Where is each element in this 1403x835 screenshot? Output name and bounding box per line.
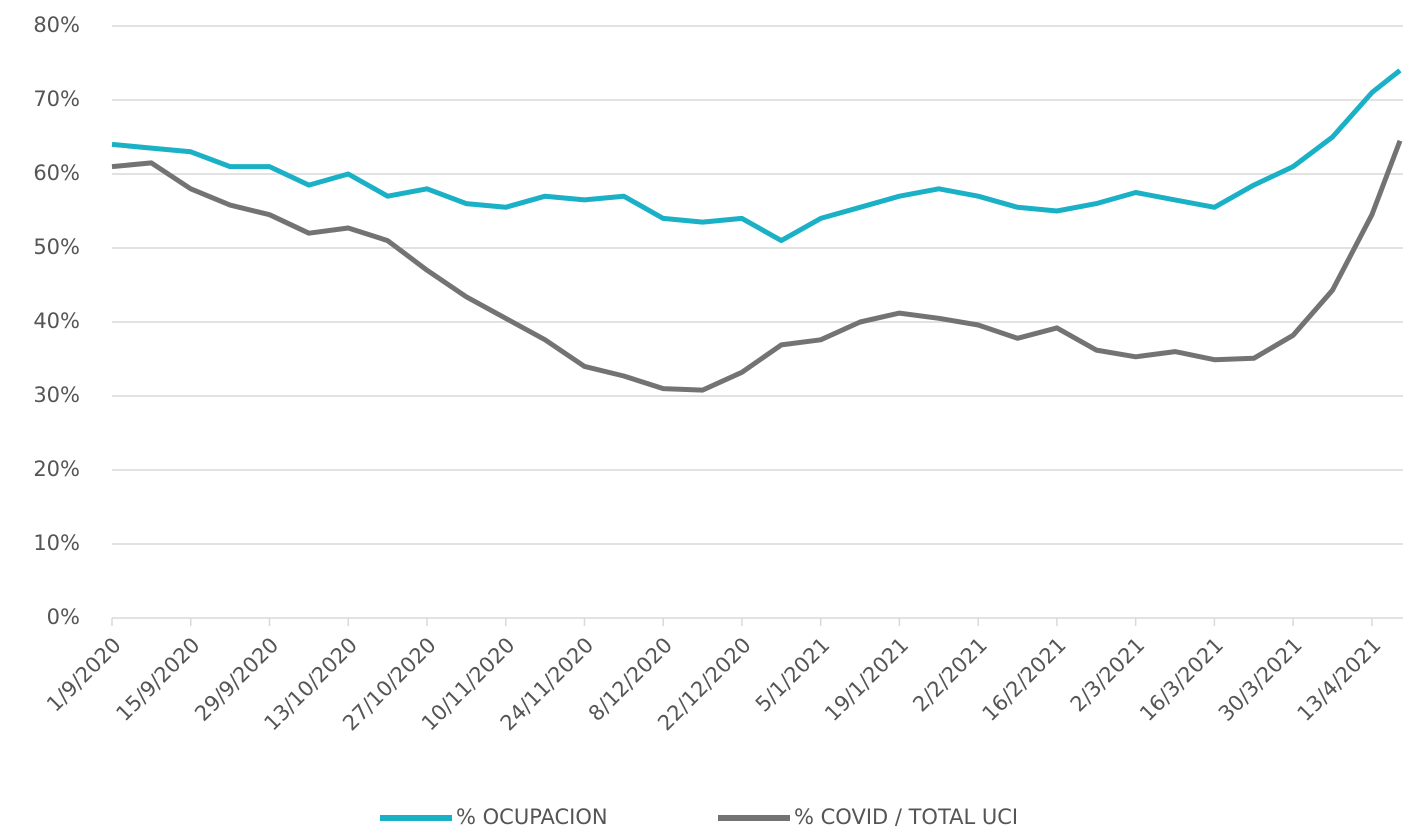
y-tick-label: 50% <box>33 235 80 259</box>
x-tick-label: 13/4/2021 <box>1293 633 1386 726</box>
x-tick-label: 2/3/2021 <box>1066 633 1150 717</box>
legend-label: % COVID / TOTAL UCI <box>794 805 1018 829</box>
x-tick-label: 16/2/2021 <box>978 633 1071 726</box>
x-tick-label: 15/9/2020 <box>111 633 204 726</box>
y-tick-label: 20% <box>33 457 80 481</box>
y-tick-label: 70% <box>33 87 80 111</box>
y-tick-label: 40% <box>33 309 80 333</box>
y-tick-label: 30% <box>33 383 80 407</box>
series-line <box>111 139 1403 393</box>
x-tick-label: 2/2/2021 <box>908 633 992 717</box>
x-tick-label: 19/1/2021 <box>820 633 913 726</box>
x-tick-label: 1/9/2020 <box>42 633 126 717</box>
y-tick-label: 80% <box>33 13 80 37</box>
legend-label: % OCUPACION <box>456 805 608 829</box>
series-line <box>111 68 1402 244</box>
x-tick-label: 16/3/2021 <box>1135 633 1228 726</box>
y-tick-label: 10% <box>33 531 80 555</box>
y-tick-label: 60% <box>33 161 80 185</box>
x-tick-label: 30/3/2021 <box>1214 633 1307 726</box>
y-tick-label: 0% <box>47 605 80 629</box>
x-tick-label: 5/1/2021 <box>751 633 835 717</box>
